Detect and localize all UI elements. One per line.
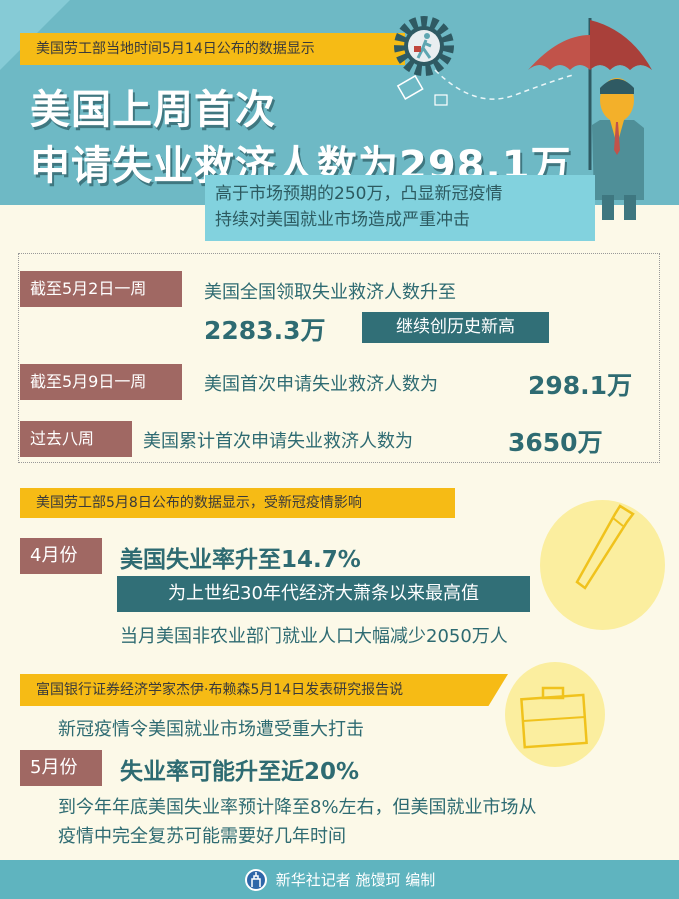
may-detail-line2: 疫情中完全复苏可能需要好几年时间 (58, 826, 346, 847)
businessman-umbrella-icon (528, 18, 652, 220)
may-source-banner: 富国银行证券经济学家杰伊·布赖森5月14日发表研究报告说 (20, 674, 508, 706)
tie-icon (575, 504, 635, 590)
april-note-badge: 为上世纪30年代经济大萧条以来最高值 (117, 576, 530, 612)
subtitle-line1: 高于市场预期的250万，凸显新冠疫情 (215, 184, 503, 204)
may-detail-line1: 到今年年底美国失业率预计降至8%左右，但美国就业市场从 (58, 797, 537, 818)
stat-text: 美国累计首次申请失业救济人数为 (143, 431, 413, 452)
may-intro: 新冠疫情令美国就业市场遭受重大打击 (58, 719, 364, 740)
stat-label: 过去八周 (20, 421, 132, 457)
footer-credit: 新华社记者 施馒珂 编制 (275, 871, 436, 889)
tie-circle (540, 500, 665, 630)
page-title-line1: 美国上周首次 (30, 87, 276, 133)
subtitle-box: 高于市场预期的250万，凸显新冠疫情 持续对美国就业市场造成严重冲击 (205, 175, 595, 241)
stat-label: 截至5月2日一周 (20, 271, 182, 307)
stat-text: 美国首次申请失业救济人数为 (204, 374, 438, 395)
may-headline: 失业率可能升至近20% (120, 759, 360, 785)
april-headline: 美国失业率升至14.7% (120, 547, 361, 573)
may-label: 5月份 (20, 750, 102, 786)
stats-box (18, 253, 660, 463)
stat-value: 3650万 (508, 428, 603, 457)
stat-text: 美国全国领取失业救济人数升至 (204, 282, 456, 303)
stat-note-badge: 继续创历史新高 (362, 312, 549, 343)
dashed-path-decoration (396, 69, 574, 106)
stat-label: 截至5月9日一周 (20, 364, 182, 400)
subtitle-line2: 持续对美国就业市场造成严重冲击 (215, 210, 470, 230)
april-source-banner: 美国劳工部5月8日公布的数据显示，受新冠疫情影响 (20, 488, 455, 518)
footer: 新华社记者 施馒珂 编制 (0, 860, 679, 899)
stat-value: 298.1万 (528, 371, 633, 400)
april-label: 4月份 (20, 538, 102, 574)
briefcase-icon (520, 686, 588, 749)
april-detail: 当月美国非农业部门就业人口大幅减少2050万人 (120, 626, 508, 647)
gear-worker-icon (394, 16, 454, 76)
stat-value: 2283.3万 (204, 316, 326, 345)
source-banner: 美国劳工部当地时间5月14日公布的数据显示 (20, 33, 405, 65)
xinhua-logo-icon (244, 868, 267, 891)
